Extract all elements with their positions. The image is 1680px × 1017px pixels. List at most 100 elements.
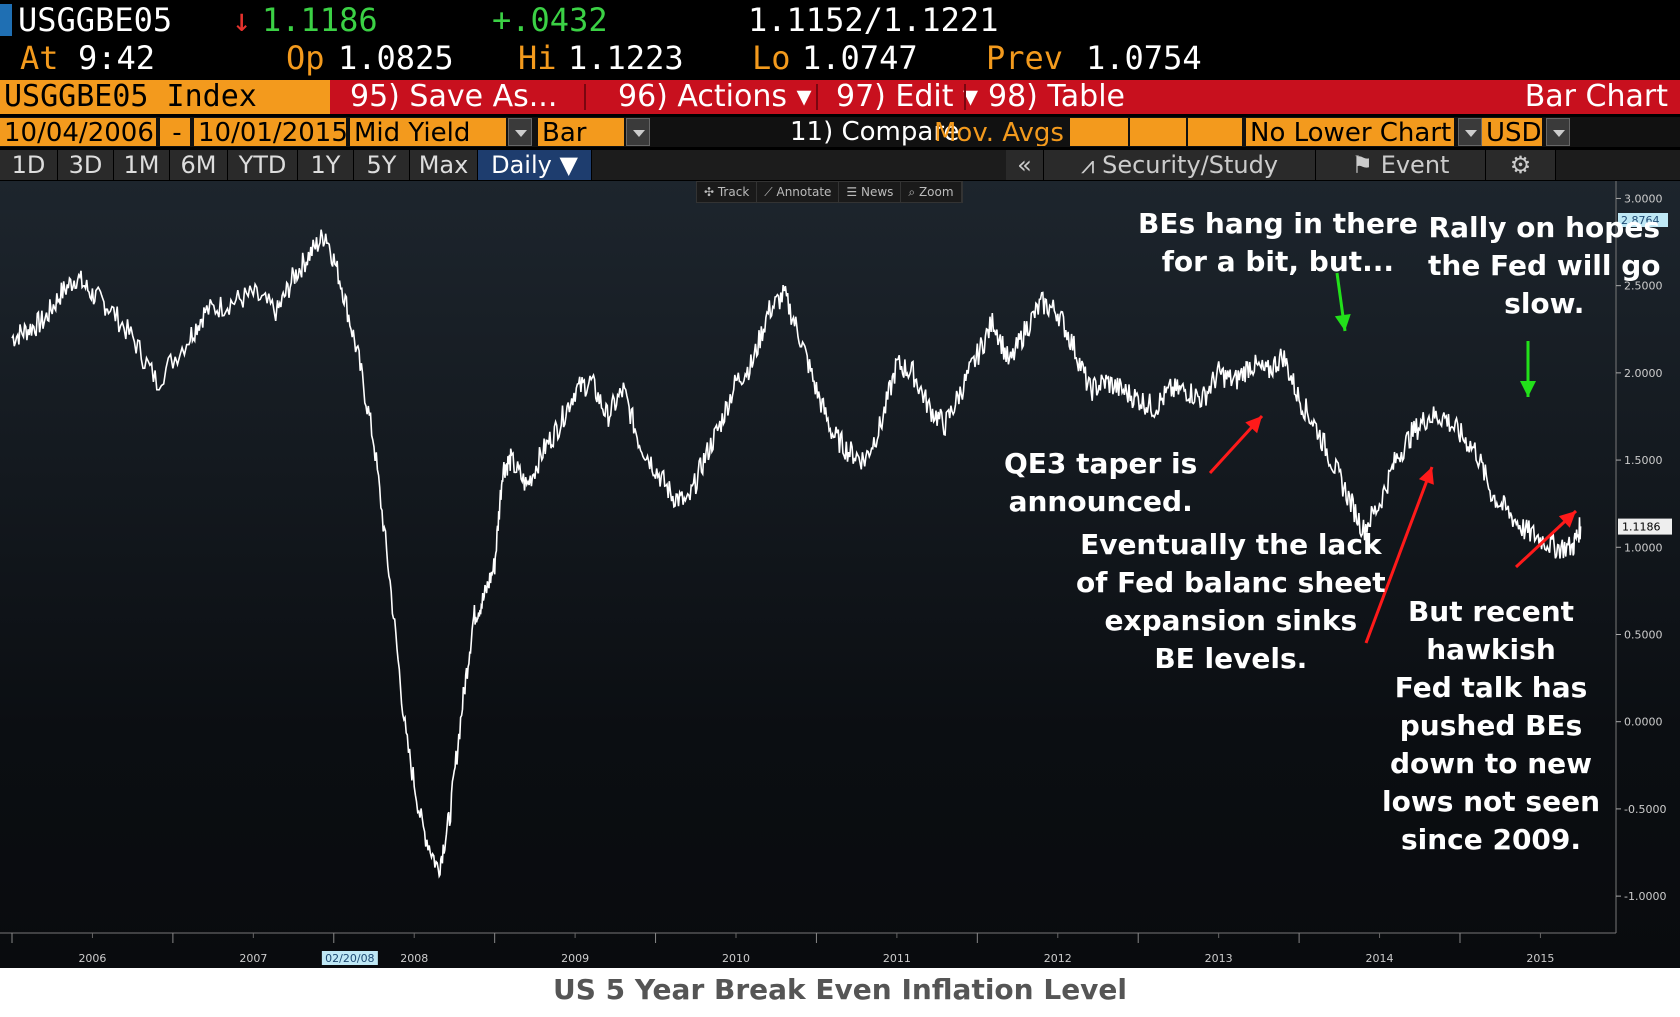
net-change: +.0432 xyxy=(492,1,608,39)
annotation-bes-hang: BEs hang in there for a bit, but... xyxy=(1138,205,1418,281)
save-as-button[interactable]: 95) Save As... xyxy=(350,79,558,114)
period-ytd[interactable]: YTD xyxy=(228,150,298,180)
annotation-hawkish: But recent hawkish Fed talk has pushed B… xyxy=(1382,593,1600,859)
ticker-flag xyxy=(0,4,12,36)
at-label: At xyxy=(20,39,59,77)
period-6m[interactable]: 6M xyxy=(170,150,228,180)
actions-menu[interactable]: 96) Actions ▾ xyxy=(618,79,812,114)
ticker: USGGBE05 xyxy=(18,1,173,39)
annotation-line: lows not seen xyxy=(1382,785,1600,818)
y-tick-label: 2.5000 xyxy=(1624,280,1663,293)
settings-row: 10/04/2006 - 10/01/2015 Mid Yield Bar 11… xyxy=(0,117,1680,147)
empty-field xyxy=(1130,118,1186,146)
y-tick-label: 3.0000 xyxy=(1624,192,1663,205)
daily-select[interactable]: Daily ▼ xyxy=(478,150,592,180)
lower-chart-select[interactable]: No Lower Chart xyxy=(1246,118,1454,146)
quote-row-1: USGGBE05 ↓ 1.1186 +.0432 1.1152/1.1221 xyxy=(0,0,1680,40)
arrow-eventually-shaft xyxy=(1364,466,1434,644)
annotation-line: Fed talk has xyxy=(1394,671,1588,704)
arrow-eventually-head xyxy=(1418,467,1434,485)
empty-field xyxy=(1188,118,1242,146)
x-tick-label: 2006 xyxy=(78,952,106,965)
divider xyxy=(964,84,966,110)
chart-type-title: Bar Chart xyxy=(1524,79,1668,114)
field-select[interactable]: Mid Yield xyxy=(350,118,506,146)
annotation-line: Rally on hopes xyxy=(1428,211,1660,244)
currency-dropdown-icon[interactable] xyxy=(1546,118,1570,146)
down-arrow-icon: ↓ xyxy=(232,1,252,39)
annotation-eventually: Eventually the lack of Fed balanc sheet … xyxy=(1076,526,1386,678)
series-line xyxy=(11,229,1582,879)
period-1d[interactable]: 1D xyxy=(0,150,58,180)
annotation-line: expansion sinks xyxy=(1104,604,1358,637)
track-button[interactable]: ✣ Track xyxy=(697,182,758,202)
chart-type-select[interactable]: Bar xyxy=(538,118,624,146)
end-date-field[interactable]: 10/01/2015 xyxy=(194,118,346,146)
annotation-line: BEs hang in there xyxy=(1138,207,1418,240)
collapse-icon[interactable]: « xyxy=(1006,150,1044,180)
annotation-line: of Fed balanc sheet xyxy=(1076,566,1386,599)
event-button[interactable]: ⚑ Event xyxy=(1316,150,1486,180)
open-value: 1.0825 xyxy=(338,39,454,77)
annotation-line: BE levels. xyxy=(1154,642,1308,675)
chart-caption: US 5 Year Break Even Inflation Level xyxy=(0,968,1680,1017)
gear-icon[interactable]: ⚙ xyxy=(1486,150,1556,180)
prev-value: 1.0754 xyxy=(1086,39,1202,77)
annotation-rally: Rally on hopes the Fed will go slow. xyxy=(1428,209,1661,323)
table-button[interactable]: 98) Table xyxy=(988,79,1125,114)
y-tick-label: 0.5000 xyxy=(1624,628,1663,641)
x-tick-label: 2008 xyxy=(400,952,428,965)
period-max[interactable]: Max xyxy=(410,150,478,180)
flag-icon: ⚑ xyxy=(1351,151,1381,179)
low-value: 1.0747 xyxy=(802,39,918,77)
annotation-line: announced. xyxy=(1008,485,1193,518)
annotate-button[interactable]: ⟋ Annotate xyxy=(757,182,840,202)
news-button[interactable]: ☰ News xyxy=(839,182,902,202)
x-tick-label: 2012 xyxy=(1044,952,1072,965)
annotation-line: hawkish xyxy=(1426,633,1556,666)
open-label: Op xyxy=(286,39,325,77)
compare-button[interactable]: 11) Compare xyxy=(790,117,960,147)
mov-avgs-button[interactable]: Mov. Avgs xyxy=(934,118,1064,146)
period-1m[interactable]: 1M xyxy=(114,150,170,180)
period-5y[interactable]: 5Y xyxy=(354,150,410,180)
security-study-button[interactable]: ⩘ Security/Study xyxy=(1044,150,1316,180)
high-label: Hi xyxy=(518,39,557,77)
annotation-line: pushed BEs xyxy=(1399,709,1583,742)
cursor-date-badge xyxy=(321,951,378,965)
y-tick-label: 2.0000 xyxy=(1624,367,1663,380)
zoom-button[interactable]: ⌕ Zoom xyxy=(901,182,962,202)
divider xyxy=(816,84,818,110)
annotation-qe3: QE3 taper is announced. xyxy=(1004,445,1197,521)
field-dropdown-icon[interactable] xyxy=(508,118,532,146)
y-tick-label: -0.5000 xyxy=(1624,803,1666,816)
date-dash: - xyxy=(160,118,190,146)
start-date-field[interactable]: 10/04/2006 xyxy=(0,118,156,146)
quote-time: 9:42 xyxy=(78,39,156,77)
arrow-layer xyxy=(1208,272,1578,644)
annotation-line: Eventually the lack xyxy=(1080,528,1382,561)
last-value-badge xyxy=(1618,518,1672,535)
chart-icon: ⩘ xyxy=(1080,151,1103,179)
axis-layer: 3.0000 2.5000 2.0000 1.5000 1.0000 0.5000 0.00… xyxy=(0,181,1672,965)
chart-toolbar: ✣ Track ⟋ Annotate ☰ News ⌕ Zoom xyxy=(696,181,963,203)
chart-type-dropdown-icon[interactable] xyxy=(626,118,650,146)
high-value: 1.1223 xyxy=(568,39,684,77)
annotation-line: since 2009. xyxy=(1400,823,1582,856)
chart-svg: 3.0000 2.5000 2.0000 1.5000 1.0000 0.5000 0.00… xyxy=(0,181,1672,965)
x-tick-label: 2014 xyxy=(1366,952,1394,965)
arrow-qe3-head xyxy=(1245,416,1262,434)
period-3d[interactable]: 3D xyxy=(58,150,114,180)
x-tick-label: 2015 xyxy=(1526,952,1554,965)
currency-select[interactable]: USD xyxy=(1482,118,1542,146)
x-tick-label: 2013 xyxy=(1205,952,1233,965)
lower-chart-dropdown-icon[interactable] xyxy=(1458,118,1482,146)
chart-area: 3.0000 2.5000 2.0000 1.5000 1.0000 0.5000 0.00… xyxy=(0,181,1680,968)
annotation-line: QE3 taper is xyxy=(1004,447,1198,480)
security-field[interactable]: USGGBE05 Index xyxy=(0,80,330,114)
empty-field xyxy=(1070,118,1128,146)
arrow-hawkish-head xyxy=(1558,511,1576,528)
edit-menu[interactable]: 97) Edit ▾ xyxy=(836,79,979,114)
period-1y[interactable]: 1Y xyxy=(298,150,354,180)
divider xyxy=(584,84,586,110)
